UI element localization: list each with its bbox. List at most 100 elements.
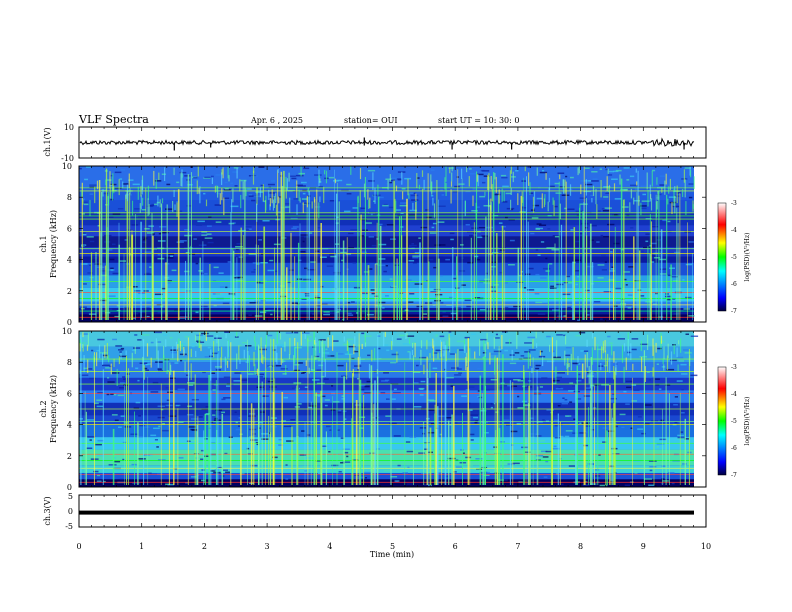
upper-band-emission <box>164 167 166 181</box>
upper-band-emission <box>433 340 435 347</box>
upper-band-emission <box>604 340 606 353</box>
noise-speckle <box>145 272 150 275</box>
noise-speckle <box>440 189 443 191</box>
noise-speckle <box>406 450 414 453</box>
upper-band-emission <box>503 190 505 202</box>
noise-speckle <box>434 238 438 240</box>
noise-speckle <box>235 280 243 282</box>
noise-speckle <box>490 268 494 271</box>
noise-speckle <box>652 225 659 228</box>
noise-speckle <box>629 175 635 178</box>
upper-band-emission <box>299 197 301 203</box>
noise-speckle <box>409 209 417 212</box>
upper-band-emission <box>111 186 114 201</box>
noise-speckle <box>259 348 267 351</box>
noise-speckle <box>141 209 146 211</box>
noise-speckle <box>215 369 221 371</box>
noise-speckle <box>563 334 566 337</box>
upper-band-emission <box>641 357 643 372</box>
y-tick-label: 2 <box>67 452 72 461</box>
noise-speckle <box>117 394 124 397</box>
upper-band-emission <box>141 179 143 195</box>
noise-speckle <box>103 250 107 252</box>
noise-speckle <box>285 478 289 480</box>
upper-band-emission <box>142 197 144 206</box>
upper-band-emission <box>445 350 447 362</box>
noise-speckle <box>396 338 402 340</box>
upper-band-emission <box>221 188 223 201</box>
upper-band-emission <box>128 173 130 188</box>
noise-speckle <box>294 364 300 366</box>
upper-band-emission <box>319 196 321 203</box>
noise-speckle <box>684 352 692 354</box>
upper-band-emission <box>548 177 551 190</box>
noise-speckle <box>558 458 565 461</box>
noise-speckle <box>428 443 435 445</box>
noise-speckle <box>112 272 120 275</box>
upper-band-emission <box>161 198 164 204</box>
noise-speckle <box>379 223 383 226</box>
upper-band-emission <box>457 349 459 367</box>
upper-band-emission <box>195 350 197 357</box>
upper-band-emission <box>300 331 302 346</box>
noise-speckle <box>81 201 88 204</box>
noise-speckle <box>247 373 254 375</box>
noise-speckle <box>490 406 493 409</box>
y-tick-label: 10 <box>62 162 72 171</box>
noise-speckle <box>368 268 373 270</box>
noise-speckle <box>408 244 417 247</box>
noise-speckle <box>293 369 300 372</box>
noise-speckle <box>549 287 557 289</box>
noise-speckle <box>106 249 113 251</box>
noise-speckle <box>406 483 413 485</box>
noise-speckle <box>89 264 92 266</box>
noise-speckle <box>259 313 263 315</box>
noise-speckle <box>145 307 150 310</box>
upper-band-emission <box>572 347 574 360</box>
upper-band-emission <box>213 340 215 358</box>
upper-band-emission <box>591 331 594 339</box>
colorbar-tick-label: -6 <box>731 445 737 452</box>
noise-speckle <box>499 271 503 274</box>
upper-band-emission <box>535 331 537 339</box>
noise-speckle <box>483 474 490 476</box>
noise-speckle <box>338 471 342 473</box>
upper-band-emission <box>580 184 582 195</box>
noise-speckle <box>238 425 241 427</box>
noise-speckle <box>365 222 372 224</box>
noise-speckle <box>515 170 519 172</box>
upper-band-emission <box>188 369 190 382</box>
noise-speckle <box>161 408 164 411</box>
spectral-band <box>79 479 694 487</box>
upper-band-emission <box>131 352 133 368</box>
noise-speckle <box>610 268 615 270</box>
noise-speckle <box>178 457 184 459</box>
noise-speckle <box>565 354 571 357</box>
upper-band-emission <box>629 202 631 212</box>
noise-speckle <box>590 194 593 197</box>
noise-speckle <box>187 184 193 186</box>
upper-band-emission <box>256 187 258 195</box>
upper-band-emission <box>570 353 572 371</box>
noise-speckle <box>327 355 335 357</box>
noise-speckle <box>503 404 510 406</box>
noise-speckle <box>89 184 97 186</box>
noise-speckle <box>286 440 294 442</box>
noise-speckle <box>230 182 233 185</box>
noise-speckle <box>285 203 291 205</box>
noise-speckle <box>205 335 214 337</box>
upper-band-emission <box>446 340 448 351</box>
noise-speckle <box>205 413 209 416</box>
x-tick-label: 3 <box>265 542 270 551</box>
noise-speckle <box>412 256 419 259</box>
noise-speckle <box>151 233 155 235</box>
noise-speckle <box>439 433 442 436</box>
upper-band-emission <box>368 363 371 379</box>
noise-speckle <box>262 200 266 203</box>
noise-speckle <box>386 316 394 318</box>
noise-speckle <box>89 193 94 195</box>
upper-band-emission <box>542 356 544 366</box>
upper-band-emission <box>122 181 124 188</box>
noise-speckle <box>262 356 266 359</box>
